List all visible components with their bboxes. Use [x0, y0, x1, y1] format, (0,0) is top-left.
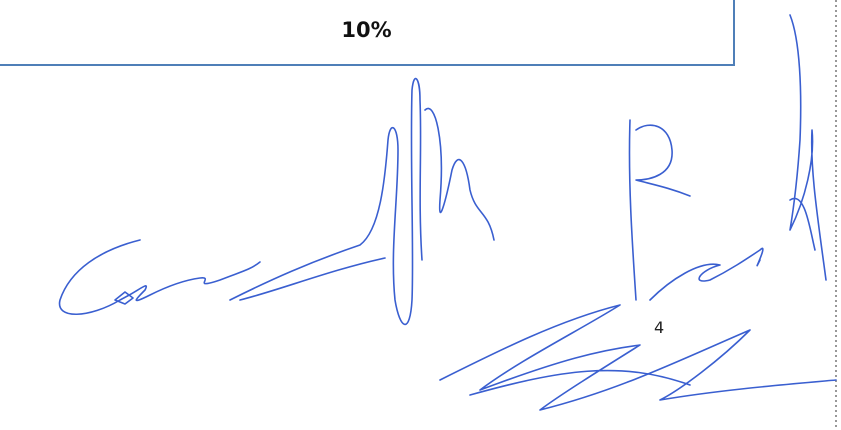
table-cell: 10% — [0, 18, 733, 42]
signature-strokes — [60, 15, 836, 410]
page-number: 4 — [654, 318, 664, 337]
page: 10% 4 (() => { const data = JSON.parse(d… — [0, 0, 841, 430]
table-box: 10% — [0, 0, 735, 66]
